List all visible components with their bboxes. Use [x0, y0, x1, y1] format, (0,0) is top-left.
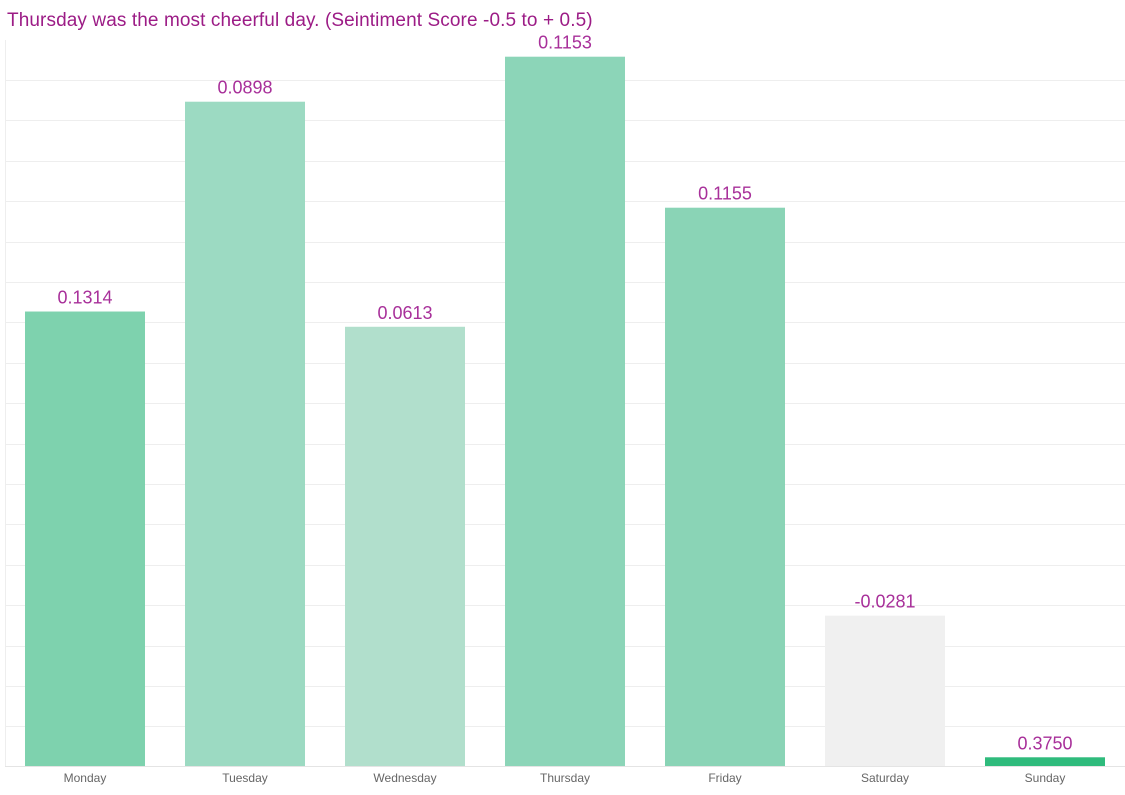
value-label-tuesday: 0.0898 [217, 78, 272, 98]
value-label-monday: 0.1314 [57, 288, 112, 308]
value-labels: 0.1314 0.0898 0.0613 0.1153 0.1155 -0.0281 0.3… [57, 33, 1072, 754]
category-label-friday: Friday [708, 771, 741, 785]
bar-tuesday [185, 101, 305, 766]
category-label-wednesday: Wednesday [373, 771, 436, 785]
value-label-friday: 0.1155 [698, 184, 752, 204]
value-label-wednesday: 0.0613 [377, 303, 432, 323]
bar-friday [665, 207, 785, 766]
category-label-thursday: Thursday [540, 771, 590, 785]
category-label-monday: Monday [64, 771, 107, 785]
bar-thursday [505, 56, 625, 766]
bar-sunday [985, 757, 1105, 766]
bar-saturday [825, 615, 945, 766]
chart-title: Thursday was the most cheerful day. (Sei… [7, 10, 593, 31]
value-label-thursday: 0.1153 [538, 33, 592, 53]
bar-monday [25, 311, 145, 766]
bar-wednesday [345, 326, 465, 766]
category-label-tuesday: Tuesday [222, 771, 268, 785]
value-label-sunday: 0.3750 [1017, 733, 1072, 753]
bars [25, 56, 1105, 766]
category-labels: Monday Tuesday Wednesday Thursday Friday Satu… [64, 771, 1066, 785]
category-label-sunday: Sunday [1025, 771, 1066, 785]
value-label-saturday: -0.0281 [854, 592, 915, 612]
category-label-saturday: Saturday [861, 771, 909, 785]
